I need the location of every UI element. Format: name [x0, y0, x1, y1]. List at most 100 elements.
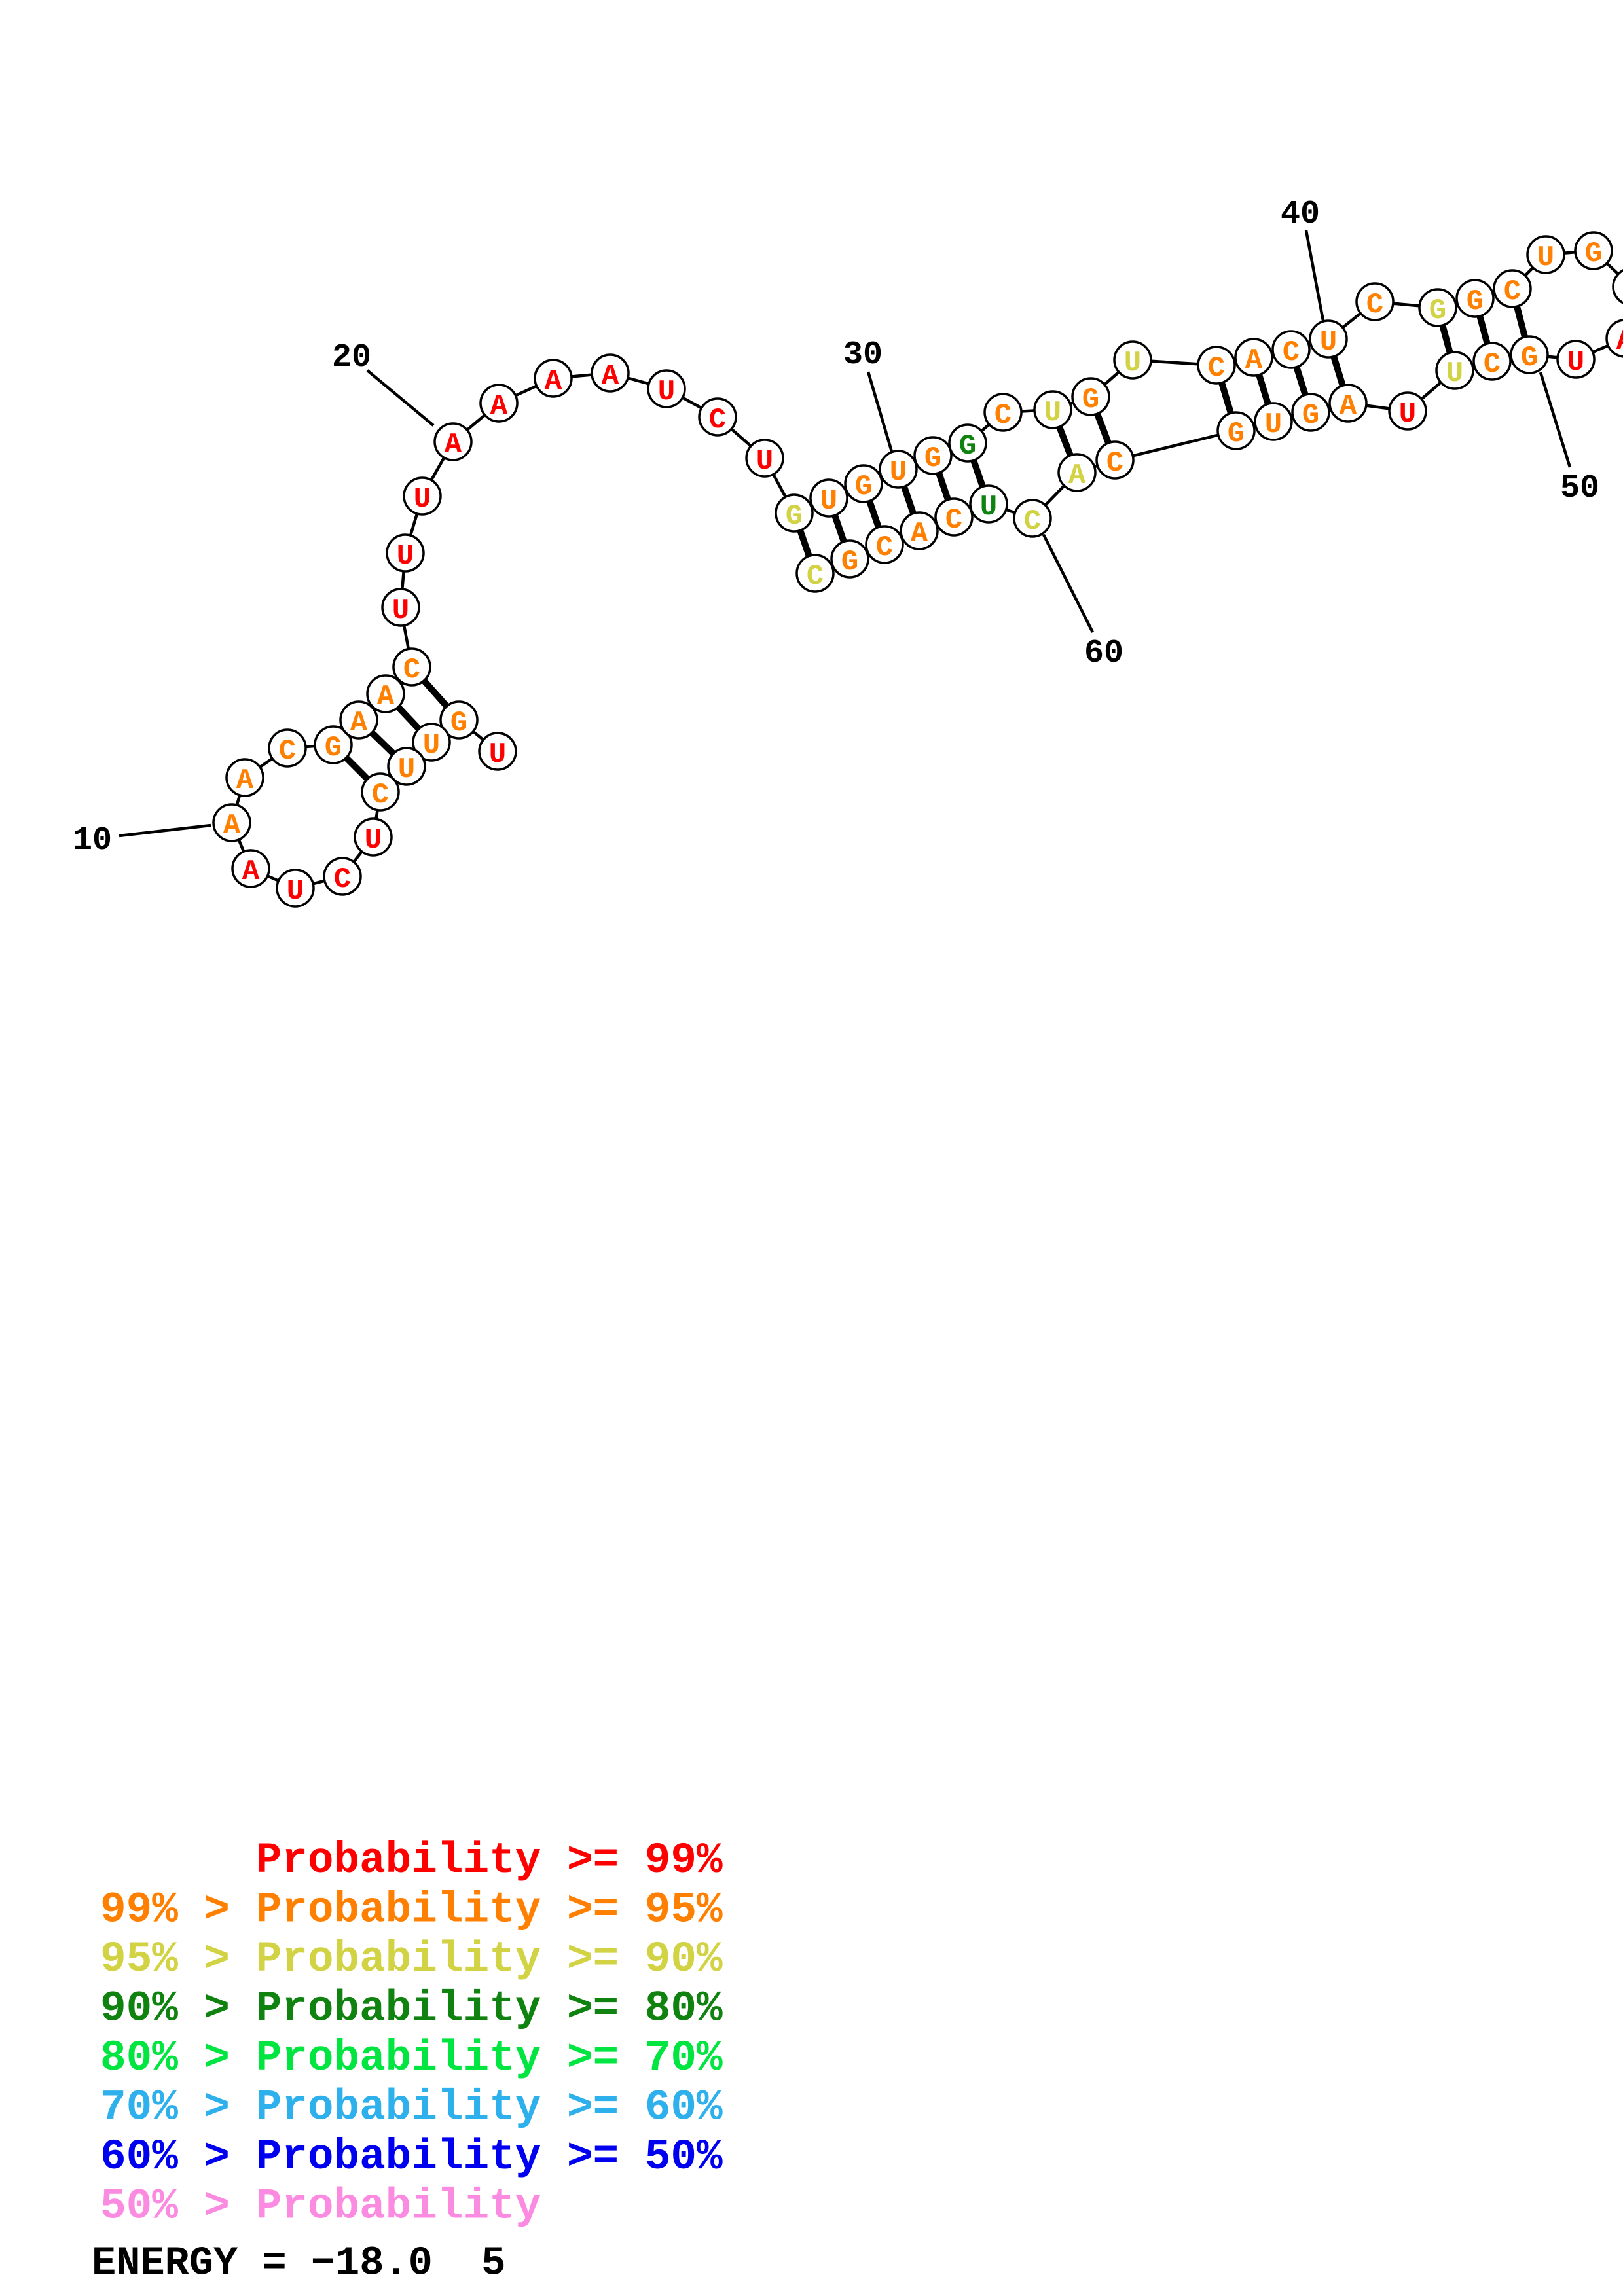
nucleotide-circle [1328, 384, 1368, 423]
nucleotide-letter: A [911, 518, 928, 550]
nucleotide-30-U: U [879, 450, 918, 489]
nucleotide-letter: G [924, 442, 941, 475]
nucleotide-letter: G [959, 430, 976, 463]
nucleotide-32-G: G [948, 423, 987, 463]
position-label-30: 30 [843, 336, 883, 374]
nucleotide-16-C: C [392, 647, 431, 687]
nucleotide-58-C: C [1095, 440, 1135, 480]
nucleotide-circle [366, 674, 405, 713]
nucleotide-circle [1435, 351, 1474, 390]
nucleotide-48-A: A [1605, 319, 1623, 358]
nucleotide-8-U: U [276, 869, 315, 908]
nucleotide-circle [948, 423, 987, 463]
nucleotide-circle [591, 353, 630, 393]
nucleotide-letter: A [445, 429, 462, 461]
nucleotide-circle [1526, 235, 1565, 274]
nucleotide-letter: A [377, 681, 395, 713]
nucleotide-letter: U [365, 824, 382, 857]
nucleotide-letter: C [1208, 352, 1225, 385]
nucleotide-letter: U [414, 483, 431, 516]
nucleotide-letter: A [350, 707, 368, 740]
nucleotide-letter: G [450, 707, 467, 740]
nucleotide-60-C: C [1013, 499, 1052, 538]
nucleotide-letter: U [287, 875, 304, 908]
nucleotide-letter: U [1124, 347, 1141, 380]
nucleotide-letter: G [1521, 342, 1538, 374]
nucleotide-51-C: C [1472, 342, 1512, 381]
nucleotide-19-U: U [403, 476, 442, 516]
nucleotide-29-G: G [844, 464, 883, 503]
nucleotide-letter: U [423, 729, 440, 762]
nucleotide-22-A: A [534, 359, 573, 398]
nucleotide-66-C: C [795, 554, 835, 593]
nucleotide-circle [433, 422, 473, 461]
nucleotide-45-U: U [1526, 235, 1565, 274]
nucleotide-circle [934, 497, 974, 537]
position-50-pointer-line [1539, 372, 1572, 468]
nucleotide-circle [1510, 335, 1549, 374]
nucleotide-letter: A [1068, 459, 1086, 492]
nucleotide-18-U: U [386, 533, 425, 573]
nucleotide-letter: U [1265, 408, 1282, 441]
nucleotide-letter: C [1024, 505, 1041, 538]
nucleotide-circle [339, 700, 378, 740]
probability-legend: Probability >= 99%99% > Probability >= 9… [100, 1836, 723, 2231]
nucleotide-letter: U [1320, 326, 1337, 359]
nucleotide-letter: U [1567, 346, 1584, 379]
nucleotide-64-C: C [865, 525, 904, 564]
legend-row-8: 50% > Probability [100, 2181, 541, 2231]
nucleotide-2-G: G [439, 700, 479, 740]
nucleotide-14-A: A [339, 700, 378, 740]
nucleotide-letter: A [223, 810, 241, 842]
backbone-link-57-58 [1114, 429, 1237, 462]
nucleotide-34-U: U [1033, 390, 1072, 429]
nucleotide-12-C: C [268, 728, 307, 768]
nucleotide-circle [403, 476, 442, 516]
nucleotide-circle [844, 464, 883, 503]
nucleotide-circle [795, 554, 835, 593]
nucleotide-letter: A [242, 855, 260, 888]
position-label-50: 50 [1560, 470, 1599, 507]
nucleotide-letter: C [372, 779, 389, 812]
nucleotide-letter: A [236, 764, 254, 797]
nucleotide-23-A: A [591, 353, 630, 393]
nucleotide-letter: A [1340, 390, 1357, 423]
nucleotide-circle [969, 484, 1008, 524]
nucleotide-circle [1291, 393, 1330, 432]
nucleotide-circle [647, 369, 686, 408]
nucleotide-circle [1574, 231, 1613, 270]
nucleotide-27-G: G [775, 493, 814, 533]
position-20-pointer-line [366, 369, 435, 427]
nucleotide-24-U: U [647, 369, 686, 408]
nucleotide-letter: G [1429, 295, 1446, 327]
nucleotide-53-U: U [1388, 391, 1427, 431]
nucleotide-circle [231, 849, 270, 888]
nucleotide-21-A: A [479, 384, 519, 423]
nucleotide-circle [534, 359, 573, 398]
nucleotide-50-G: G [1510, 335, 1549, 374]
legend-row-2: 99% > Probability >= 95% [100, 1885, 723, 1934]
nucleotide-letter: A [1245, 344, 1263, 377]
nucleotide-letter: C [1283, 336, 1300, 369]
nucleotide-letter: A [1616, 325, 1623, 358]
nucleotide-letter: U [1537, 242, 1554, 274]
nucleotide-letter: C [876, 531, 893, 564]
nucleotide-circle [1271, 330, 1311, 369]
nucleotide-circle [1071, 377, 1110, 416]
nucleotide-63-A: A [900, 511, 939, 550]
nucleotide-59-A: A [1057, 453, 1097, 492]
nucleotide-letter: C [1366, 289, 1383, 321]
nucleotide-letter: U [1446, 357, 1463, 390]
nucleotide-36-U: U [1113, 340, 1152, 380]
nucleotide-circle [1057, 453, 1097, 492]
nucleotide-38-A: A [1234, 338, 1273, 377]
nucleotide-55-G: G [1291, 393, 1330, 432]
nucleotide-circle [1605, 319, 1623, 358]
position-labels-layer: 10 20 30 40 50 60 [73, 196, 1599, 859]
nucleotide-letter: A [490, 390, 508, 423]
nucleotide-44-C: C [1493, 269, 1532, 308]
nucleotide-circle [1556, 340, 1596, 379]
